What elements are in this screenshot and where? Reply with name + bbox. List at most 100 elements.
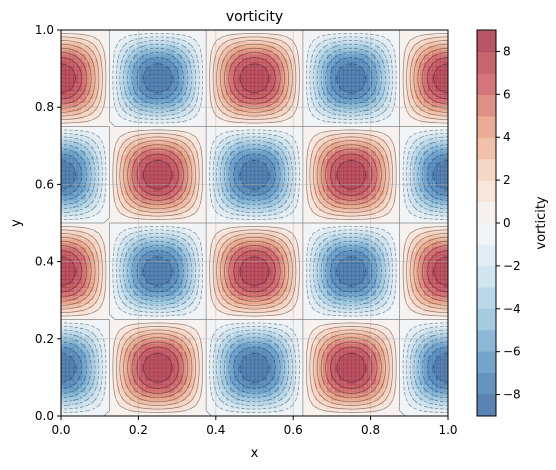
contour-cell bbox=[391, 206, 397, 212]
contour-cell bbox=[294, 367, 300, 373]
contour-cell bbox=[230, 339, 235, 345]
contour-cell bbox=[161, 379, 167, 385]
contour-cell bbox=[355, 331, 360, 337]
contour-cell bbox=[61, 399, 66, 405]
contour-cell bbox=[415, 319, 421, 325]
contour-cell bbox=[383, 335, 389, 341]
contour-cell bbox=[206, 363, 211, 369]
contour-cell bbox=[133, 243, 139, 248]
contour-cell bbox=[246, 327, 252, 333]
contour-cell bbox=[391, 283, 397, 288]
contour-cell bbox=[314, 375, 320, 381]
contour-cell bbox=[218, 287, 223, 292]
contour-cell bbox=[258, 351, 264, 357]
contour-cell bbox=[254, 327, 260, 333]
contour-cell bbox=[262, 403, 268, 409]
contour-cell bbox=[93, 411, 98, 416]
contour-cell bbox=[77, 287, 82, 292]
contour-cell bbox=[395, 351, 401, 357]
contour-cell bbox=[169, 227, 175, 232]
contour-cell bbox=[234, 387, 239, 393]
contour-cell bbox=[185, 267, 191, 272]
contour-cell bbox=[73, 375, 78, 381]
contour-cell bbox=[77, 375, 82, 381]
contour-cell bbox=[375, 255, 381, 260]
contour-cell bbox=[363, 327, 368, 333]
contour-cell bbox=[282, 275, 288, 280]
contour-cell bbox=[327, 355, 332, 361]
contour-cell bbox=[423, 387, 429, 393]
contour-cell bbox=[395, 271, 401, 276]
contour-cell bbox=[165, 267, 171, 272]
contour-cell bbox=[129, 315, 135, 321]
contour-cell bbox=[101, 375, 106, 381]
contour-cell bbox=[149, 267, 155, 272]
contour-cell bbox=[423, 367, 429, 373]
contour-cell bbox=[125, 339, 131, 345]
contour-cell bbox=[327, 218, 332, 224]
contour-cell bbox=[359, 231, 364, 236]
contour-cell bbox=[371, 367, 377, 373]
contour-cell bbox=[145, 210, 151, 216]
contour-cell bbox=[379, 319, 385, 325]
contour-cell bbox=[351, 214, 356, 220]
contour-cell bbox=[298, 315, 304, 321]
contour-cell bbox=[383, 343, 389, 349]
contour-cell bbox=[407, 327, 413, 333]
contour-cell bbox=[81, 210, 86, 216]
contour-cell bbox=[254, 407, 260, 413]
contour-cell bbox=[89, 231, 94, 236]
contour-cell bbox=[439, 351, 445, 357]
contour-cell bbox=[359, 291, 364, 296]
contour-cell bbox=[93, 319, 98, 325]
contour-cell bbox=[399, 303, 405, 309]
contour-cell bbox=[367, 335, 373, 341]
contour-cell bbox=[310, 263, 316, 268]
contour-cell bbox=[314, 214, 320, 220]
contour-cell bbox=[242, 239, 248, 244]
contour-cell bbox=[407, 283, 413, 288]
contour-cell bbox=[363, 263, 368, 268]
contour-cell bbox=[161, 291, 167, 296]
contour-cell bbox=[214, 239, 219, 244]
contour-cell bbox=[262, 307, 268, 313]
contour-cell bbox=[423, 319, 429, 325]
contour-cell bbox=[270, 247, 276, 252]
contour-cell bbox=[319, 323, 324, 329]
contour-cell bbox=[125, 303, 131, 309]
contour-cell bbox=[278, 247, 284, 252]
contour-cell bbox=[121, 218, 127, 224]
contour-cell bbox=[443, 210, 448, 216]
contour-cell bbox=[77, 311, 82, 317]
contour-cell bbox=[314, 383, 320, 389]
contour-cell bbox=[238, 335, 244, 341]
contour-cell bbox=[435, 351, 441, 357]
contour-cell bbox=[238, 339, 244, 345]
contour-cell bbox=[363, 343, 368, 349]
contour-cell bbox=[238, 407, 244, 413]
contour-cell bbox=[371, 307, 377, 313]
contour-cell bbox=[327, 291, 332, 296]
contour-cell bbox=[306, 335, 312, 341]
contour-cell bbox=[391, 231, 397, 236]
contour-cell bbox=[278, 295, 284, 300]
contour-cell bbox=[379, 383, 385, 389]
contour-cell bbox=[327, 307, 332, 313]
contour-cell bbox=[165, 351, 171, 357]
contour-cell bbox=[69, 347, 74, 353]
contour-cell bbox=[137, 319, 143, 325]
contour-cell bbox=[371, 379, 377, 385]
contour-cell bbox=[210, 243, 215, 248]
contour-cell bbox=[302, 307, 308, 313]
contour-cell bbox=[371, 311, 377, 317]
contour-cell bbox=[319, 227, 324, 232]
contour-cell bbox=[181, 359, 187, 365]
contour-cell bbox=[367, 299, 373, 305]
contour-cell bbox=[250, 299, 256, 305]
contour-cell bbox=[129, 371, 135, 377]
contour-cell bbox=[427, 235, 433, 240]
contour-cell bbox=[407, 271, 413, 276]
contour-cell bbox=[266, 407, 272, 413]
contour-cell bbox=[335, 255, 340, 260]
contour-cell bbox=[226, 383, 231, 389]
